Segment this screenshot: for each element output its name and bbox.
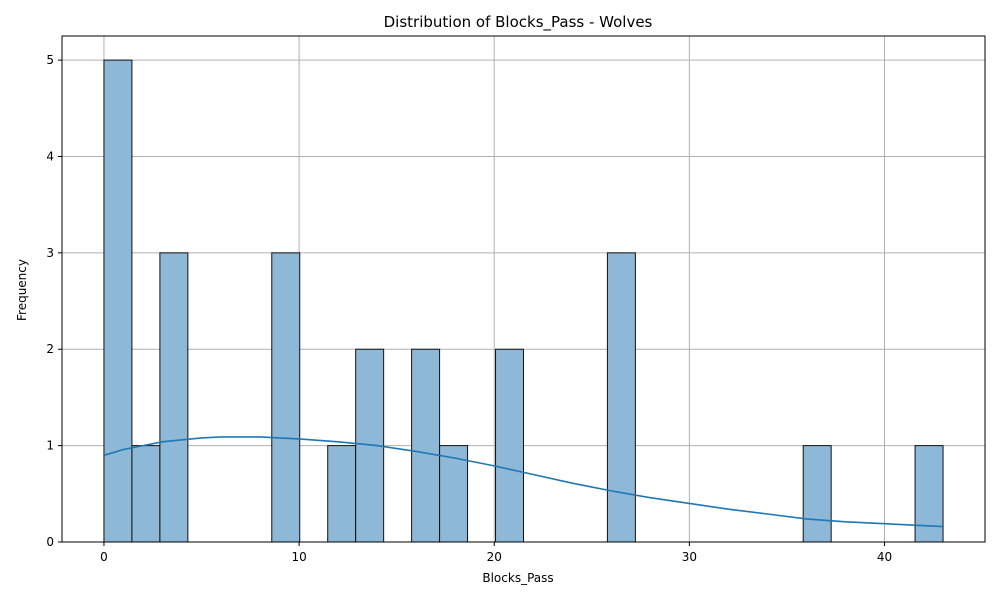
histogram-bar	[411, 348, 441, 543]
x-tick-label: 30	[682, 550, 697, 564]
x-tick-label: 40	[877, 550, 892, 564]
plot-frame	[61, 35, 986, 543]
histogram-bar	[159, 252, 189, 543]
y-tick-label: 2	[46, 342, 54, 356]
histogram-bar	[606, 252, 636, 543]
chart-title: Distribution of Blocks_Pass - Wolves	[384, 13, 653, 32]
y-axis-ticks: 0 1 2 3 4 5	[46, 53, 62, 549]
histogram-bar	[439, 445, 469, 543]
y-tick-label: 3	[46, 246, 54, 260]
x-tick-label: 20	[487, 550, 502, 564]
histogram-bar	[103, 59, 133, 543]
x-tick-label: 0	[100, 550, 108, 564]
y-tick-label: 4	[46, 149, 54, 163]
histogram-bar	[914, 445, 944, 543]
x-tick-label: 10	[291, 550, 306, 564]
kde-curve	[103, 436, 944, 528]
x-axis-ticks: 0 10 20 30 40	[100, 542, 892, 564]
histogram-bars	[103, 59, 944, 543]
histogram-bar	[802, 445, 832, 543]
y-axis-label: Frequency	[15, 259, 29, 321]
y-tick-label: 5	[46, 53, 54, 67]
y-tick-label: 1	[46, 439, 54, 453]
histogram-bar	[327, 445, 357, 543]
histogram-bar	[131, 445, 161, 543]
histogram-bar	[271, 252, 301, 543]
histogram-bar	[495, 348, 524, 543]
x-axis-label: Blocks_Pass	[482, 571, 553, 585]
y-tick-label: 0	[46, 535, 54, 549]
